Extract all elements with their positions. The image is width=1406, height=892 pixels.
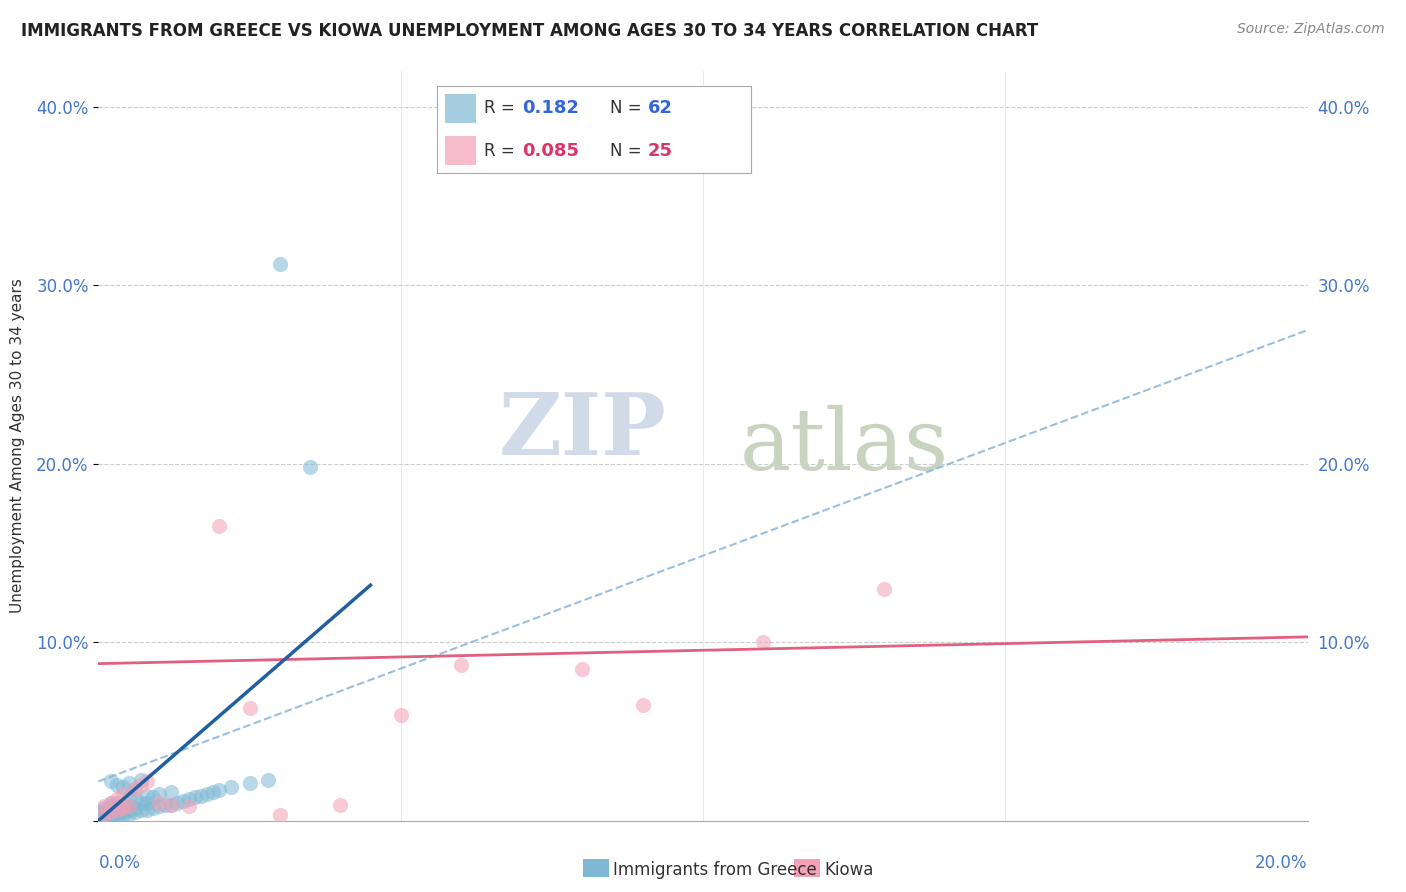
Point (129, 772, 152, 787)
Point (118, 799, 141, 814)
Point (100, 812, 122, 826)
Point (93, 808, 115, 822)
Point (111, 801, 134, 815)
Text: ZIP: ZIP (499, 389, 666, 473)
Point (571, 662, 593, 676)
Point (105, 796, 128, 810)
Point (329, 797, 352, 812)
Point (269, 808, 291, 822)
Point (873, 582, 896, 596)
Point (179, 799, 201, 814)
Point (111, 805, 134, 819)
Point (179, 792, 201, 806)
Point (202, 785, 225, 799)
Text: Immigrants from Greece: Immigrants from Greece (613, 861, 817, 879)
Point (100, 796, 122, 810)
Point (100, 806, 122, 821)
Point (118, 776, 141, 790)
Point (124, 792, 146, 806)
Text: Source: ZipAtlas.com: Source: ZipAtlas.com (1237, 22, 1385, 37)
Point (111, 797, 134, 812)
Point (105, 803, 128, 817)
Point (124, 781, 146, 796)
Point (256, 772, 278, 787)
Point (93, 805, 115, 819)
Point (105, 806, 128, 821)
Text: atlas: atlas (740, 404, 949, 488)
Point (135, 803, 157, 817)
Point (148, 787, 170, 801)
Point (118, 806, 141, 821)
Point (129, 778, 152, 792)
Point (105, 792, 128, 806)
Point (100, 805, 122, 819)
Point (299, 460, 322, 475)
Point (105, 799, 128, 814)
Point (105, 803, 128, 817)
Point (111, 801, 134, 815)
Point (752, 635, 775, 649)
Point (93, 799, 115, 814)
Point (160, 785, 183, 799)
Point (93, 803, 115, 817)
Point (172, 794, 194, 808)
Point (184, 790, 207, 805)
Point (195, 787, 218, 801)
Point (389, 708, 412, 723)
Point (93, 808, 115, 822)
Point (111, 808, 134, 822)
Point (111, 780, 134, 794)
Point (153, 797, 176, 812)
Point (160, 797, 183, 812)
Point (124, 781, 146, 796)
Text: IMMIGRANTS FROM GREECE VS KIOWA UNEMPLOYMENT AMONG AGES 30 TO 34 YEARS CORRELATI: IMMIGRANTS FROM GREECE VS KIOWA UNEMPLOY… (21, 22, 1039, 40)
Point (118, 803, 141, 817)
Point (160, 797, 183, 812)
Y-axis label: Unemployment Among Ages 30 to 34 years: Unemployment Among Ages 30 to 34 years (10, 278, 25, 614)
Point (124, 805, 146, 819)
Point (105, 810, 128, 824)
Point (100, 801, 122, 815)
Point (135, 789, 157, 803)
Point (631, 698, 654, 712)
Point (93, 806, 115, 821)
Point (135, 774, 157, 789)
Point (129, 796, 152, 810)
Point (100, 774, 122, 789)
Point (269, 257, 291, 271)
Text: 0.0%: 0.0% (98, 855, 141, 872)
Point (129, 803, 152, 817)
Point (100, 803, 122, 817)
Point (135, 796, 157, 810)
Point (148, 799, 170, 814)
Point (239, 776, 262, 790)
Point (93, 801, 115, 815)
Point (124, 801, 146, 815)
Point (142, 801, 165, 815)
Point (100, 799, 122, 814)
Point (221, 780, 243, 794)
Point (166, 796, 188, 810)
Point (142, 790, 165, 805)
Point (100, 805, 122, 819)
Point (190, 789, 212, 803)
Point (118, 790, 141, 805)
Point (100, 810, 122, 824)
Point (100, 796, 122, 810)
Text: Kiowa: Kiowa (824, 861, 873, 879)
Point (208, 519, 231, 533)
Point (111, 787, 134, 801)
Point (93, 810, 115, 824)
Point (118, 799, 141, 814)
Point (105, 778, 128, 792)
Point (148, 796, 170, 810)
Point (239, 701, 262, 715)
Point (100, 808, 122, 822)
Text: 20.0%: 20.0% (1256, 855, 1308, 872)
Point (208, 783, 231, 797)
Point (450, 658, 472, 673)
